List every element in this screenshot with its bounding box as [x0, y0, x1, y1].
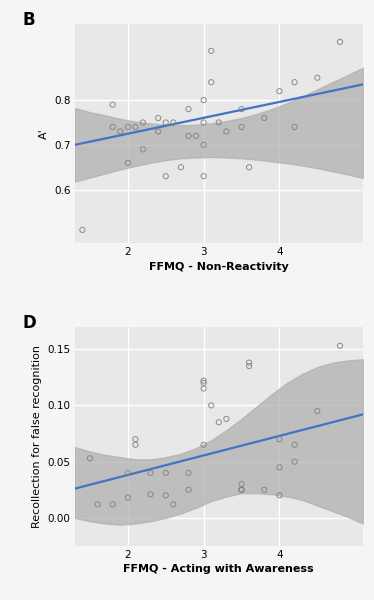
- Point: [132, 440, 138, 449]
- Point: [200, 376, 206, 385]
- Point: [125, 158, 131, 167]
- Point: [246, 358, 252, 367]
- Point: [239, 104, 245, 114]
- Point: [276, 491, 282, 500]
- Point: [163, 491, 169, 500]
- X-axis label: FFMQ - Non-Reactivity: FFMQ - Non-Reactivity: [149, 262, 289, 272]
- Point: [163, 172, 169, 181]
- Point: [239, 122, 245, 132]
- Point: [239, 479, 245, 489]
- Point: [216, 418, 222, 427]
- Point: [132, 434, 138, 444]
- Point: [200, 384, 206, 394]
- Point: [125, 122, 131, 132]
- Text: B: B: [23, 11, 36, 29]
- Text: D: D: [23, 314, 37, 332]
- Y-axis label: A': A': [39, 128, 49, 139]
- Point: [155, 113, 161, 123]
- Point: [208, 46, 214, 56]
- Point: [292, 457, 298, 466]
- Point: [246, 361, 252, 371]
- Point: [186, 468, 191, 478]
- X-axis label: FFMQ - Acting with Awareness: FFMQ - Acting with Awareness: [123, 565, 314, 574]
- Point: [125, 468, 131, 478]
- Point: [337, 341, 343, 350]
- Point: [79, 225, 85, 235]
- Point: [337, 37, 343, 47]
- Point: [132, 122, 138, 132]
- Point: [314, 73, 320, 83]
- Point: [208, 77, 214, 87]
- Point: [87, 454, 93, 463]
- Point: [125, 493, 131, 502]
- Point: [208, 401, 214, 410]
- Point: [276, 434, 282, 444]
- Point: [292, 77, 298, 87]
- Point: [170, 118, 176, 127]
- Point: [148, 468, 154, 478]
- Point: [276, 86, 282, 96]
- Point: [140, 118, 146, 127]
- Point: [292, 122, 298, 132]
- Point: [200, 140, 206, 149]
- Point: [239, 485, 245, 494]
- Point: [170, 500, 176, 509]
- Point: [200, 378, 206, 388]
- Point: [186, 131, 191, 141]
- Point: [140, 145, 146, 154]
- Point: [155, 127, 161, 136]
- Point: [193, 131, 199, 141]
- Point: [186, 485, 191, 494]
- Point: [200, 440, 206, 449]
- Point: [200, 95, 206, 105]
- Point: [163, 468, 169, 478]
- Point: [110, 500, 116, 509]
- Point: [216, 118, 222, 127]
- Point: [148, 490, 154, 499]
- Point: [261, 113, 267, 123]
- Point: [223, 414, 229, 424]
- Point: [110, 122, 116, 132]
- Point: [95, 500, 101, 509]
- Point: [261, 485, 267, 494]
- Point: [200, 172, 206, 181]
- Point: [292, 440, 298, 449]
- Point: [239, 485, 245, 494]
- Point: [117, 127, 123, 136]
- Y-axis label: Recollection for false recognition: Recollection for false recognition: [32, 345, 42, 528]
- Point: [200, 118, 206, 127]
- Point: [186, 104, 191, 114]
- Point: [163, 118, 169, 127]
- Point: [276, 463, 282, 472]
- Point: [246, 163, 252, 172]
- Point: [110, 100, 116, 109]
- Point: [178, 163, 184, 172]
- Point: [223, 127, 229, 136]
- Point: [314, 406, 320, 416]
